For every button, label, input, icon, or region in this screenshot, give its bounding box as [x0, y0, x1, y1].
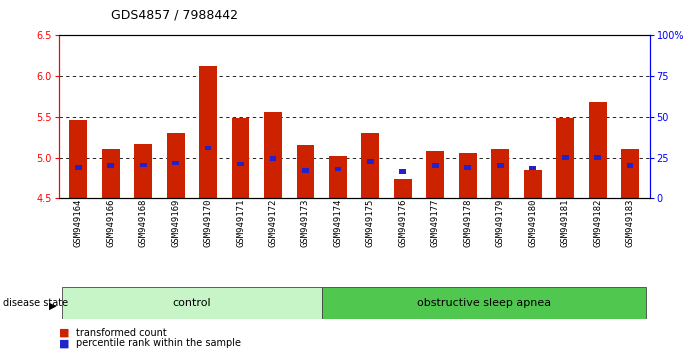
Bar	[140, 162, 146, 167]
Bar	[589, 102, 607, 198]
Text: obstructive sleep apnea: obstructive sleep apnea	[417, 298, 551, 308]
Bar	[69, 120, 87, 198]
Bar	[172, 161, 179, 165]
Bar	[627, 164, 634, 168]
Bar	[524, 170, 542, 198]
Bar	[464, 165, 471, 170]
Bar	[367, 159, 374, 164]
Text: ■: ■	[59, 338, 69, 348]
Bar	[102, 149, 120, 198]
Text: GSM949179: GSM949179	[495, 198, 504, 247]
Text: GSM949172: GSM949172	[269, 198, 278, 247]
Bar	[237, 162, 244, 166]
Bar	[199, 66, 217, 198]
Bar	[426, 151, 444, 198]
Text: ▶: ▶	[49, 301, 57, 311]
Bar	[302, 168, 309, 173]
Bar	[322, 287, 646, 319]
Bar	[361, 133, 379, 198]
Text: GSM949173: GSM949173	[301, 198, 310, 247]
Bar	[296, 145, 314, 198]
Text: GSM949180: GSM949180	[528, 198, 537, 247]
Bar	[334, 167, 341, 171]
Text: transformed count: transformed count	[76, 328, 167, 338]
Text: GSM949166: GSM949166	[106, 198, 115, 247]
Bar	[556, 118, 574, 198]
Bar	[497, 164, 504, 168]
Bar	[62, 287, 322, 319]
Text: control: control	[173, 298, 211, 308]
Text: GSM949164: GSM949164	[74, 198, 83, 247]
Bar	[269, 156, 276, 161]
Bar	[205, 145, 211, 150]
Bar	[459, 153, 477, 198]
Text: percentile rank within the sample: percentile rank within the sample	[76, 338, 241, 348]
Bar	[264, 112, 282, 198]
Text: GSM949178: GSM949178	[463, 198, 472, 247]
Text: ■: ■	[59, 328, 69, 338]
Text: GDS4857 / 7988442: GDS4857 / 7988442	[111, 9, 238, 22]
Bar	[594, 155, 601, 160]
Text: GSM949177: GSM949177	[430, 198, 439, 247]
Text: GSM949169: GSM949169	[171, 198, 180, 247]
Text: GSM949183: GSM949183	[625, 198, 634, 247]
Text: GSM949174: GSM949174	[333, 198, 343, 247]
Text: GSM949168: GSM949168	[139, 198, 148, 247]
Bar	[107, 164, 114, 168]
Bar	[399, 169, 406, 173]
Text: GSM949182: GSM949182	[593, 198, 602, 247]
Text: GSM949176: GSM949176	[398, 198, 407, 247]
Text: GSM949181: GSM949181	[560, 198, 569, 247]
Bar	[75, 165, 82, 170]
Bar	[432, 164, 439, 168]
Bar	[562, 155, 569, 160]
Bar	[167, 133, 184, 198]
Bar	[491, 149, 509, 198]
Text: GSM949175: GSM949175	[366, 198, 375, 247]
Bar	[621, 149, 639, 198]
Text: GSM949170: GSM949170	[204, 198, 213, 247]
Bar	[529, 166, 536, 170]
Bar	[231, 118, 249, 198]
Bar	[329, 156, 347, 198]
Bar	[394, 179, 412, 198]
Text: GSM949171: GSM949171	[236, 198, 245, 247]
Bar	[134, 144, 152, 198]
Text: disease state: disease state	[3, 298, 68, 308]
